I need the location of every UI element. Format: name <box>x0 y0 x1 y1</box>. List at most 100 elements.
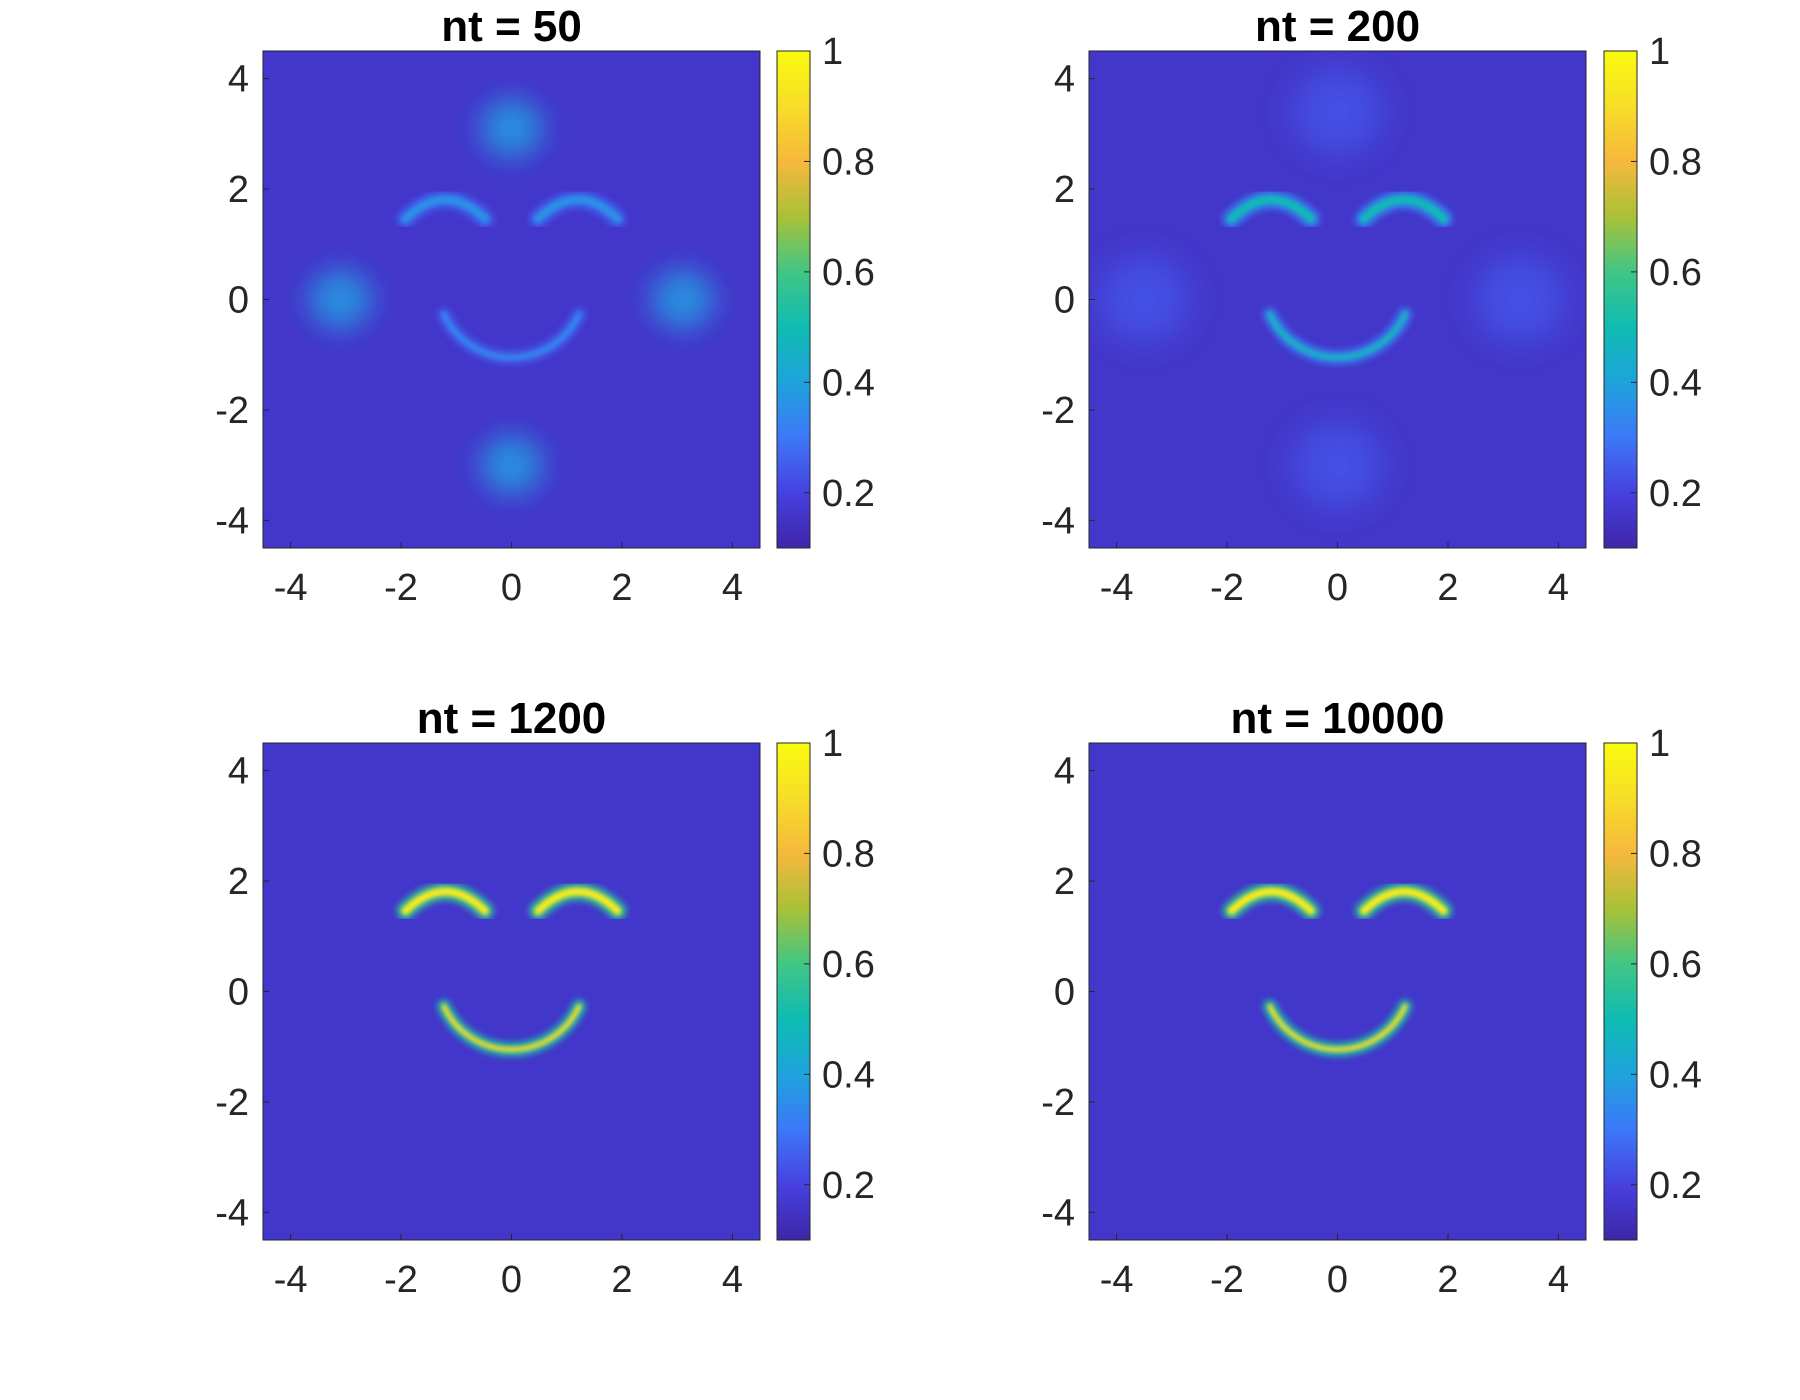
colorbar-tick-label: 0.2 <box>822 1165 875 1207</box>
y-tick-label: -2 <box>215 1082 249 1124</box>
density-blob <box>641 260 725 339</box>
colorbar-tick-label: 1 <box>1649 31 1670 73</box>
subplot-title: nt = 10000 <box>1230 694 1444 743</box>
colorbar-tick-label: 0.6 <box>822 252 875 294</box>
density-blob <box>1276 54 1399 170</box>
density-blob <box>470 88 553 168</box>
colorbar-tick-label: 0.8 <box>822 833 875 875</box>
colorbar-tick-label: 0.4 <box>1649 1054 1702 1096</box>
colorbar-tick-label: 0.6 <box>1649 944 1702 986</box>
smile-arc <box>436 999 587 1057</box>
colorbar-tick-label: 1 <box>1649 723 1670 765</box>
eyebrow-arc <box>1355 190 1453 228</box>
colorbar-gradient <box>776 50 811 549</box>
x-tick-label: 0 <box>501 1259 522 1301</box>
eyebrow-arc <box>396 882 494 920</box>
y-tick-label: 4 <box>228 59 249 101</box>
x-tick-label: 2 <box>611 567 632 609</box>
eyebrow-arc <box>529 190 627 228</box>
colorbar: 1 0.8 0.6 0.4 0.2 <box>776 723 875 1241</box>
density-blob <box>470 425 553 505</box>
x-tick-label: 2 <box>1437 1259 1458 1301</box>
density-blob <box>1276 407 1399 523</box>
y-tick-label: 2 <box>228 169 249 211</box>
x-tick-label: 4 <box>1548 1259 1569 1301</box>
subplot-2: nt = 200 -4 -2 0 2 4 4 2 0 -2 -4 1 0.8 0.6 0.4 0.2 <box>1041 2 1702 609</box>
smile-arc <box>436 307 587 365</box>
y-tick-label: -4 <box>1041 1192 1075 1234</box>
y-tick-label: -4 <box>1041 500 1075 542</box>
colorbar-tick-label: 0.4 <box>822 1054 875 1096</box>
y-tick-label: 0 <box>1054 280 1075 322</box>
y-tick-label: 2 <box>1054 169 1075 211</box>
eyebrow-arc <box>1222 190 1320 228</box>
colorbar-tick-label: 0.6 <box>822 944 875 986</box>
y-tick-label: 2 <box>228 861 249 903</box>
x-tick-label: 4 <box>722 1259 743 1301</box>
y-tick-label: -2 <box>1041 390 1075 432</box>
colorbar-gradient <box>776 742 811 1241</box>
x-tick-label: -2 <box>1210 1259 1244 1301</box>
subplot-1: nt = 50 -4 -2 0 2 4 4 2 0 -2 -4 1 0.8 0.6 0.4 0.2 <box>215 2 875 609</box>
x-tick-label: -2 <box>384 567 418 609</box>
x-tick-label: 4 <box>1548 567 1569 609</box>
x-tick-label: 4 <box>722 567 743 609</box>
heatmap-background <box>1089 743 1586 1240</box>
subplot-4: nt = 10000 -4 -2 0 2 4 4 2 0 -2 -4 1 0.8 0.6 0.4 0.2 <box>1041 694 1702 1301</box>
subplot-title: nt = 200 <box>1255 2 1420 51</box>
x-tick-label: 0 <box>1327 1259 1348 1301</box>
y-tick-label: 4 <box>1054 751 1075 793</box>
x-tick-label: -4 <box>274 1259 308 1301</box>
y-tick-label: 4 <box>228 751 249 793</box>
x-tick-label: 2 <box>1437 567 1458 609</box>
x-tick-label: 0 <box>501 567 522 609</box>
subplot-title: nt = 50 <box>441 2 582 51</box>
eyebrow-arc <box>1222 882 1320 920</box>
colorbar-gradient <box>1603 50 1638 549</box>
colorbar-tick-label: 0.6 <box>1649 252 1702 294</box>
x-tick-label: 0 <box>1327 567 1348 609</box>
colorbar-tick-label: 1 <box>822 723 843 765</box>
y-tick-label: 0 <box>1054 972 1075 1014</box>
eyebrow-arc <box>396 190 494 228</box>
y-tick-label: -4 <box>215 500 249 542</box>
density-blob <box>298 260 382 339</box>
subplot-title: nt = 1200 <box>417 694 607 743</box>
x-tick-label: -4 <box>1100 567 1134 609</box>
x-tick-label: -2 <box>384 1259 418 1301</box>
y-tick-label: 2 <box>1054 861 1075 903</box>
heatmap-background <box>263 743 760 1240</box>
y-tick-label: -4 <box>215 1192 249 1234</box>
colorbar-tick-label: 0.4 <box>1649 362 1702 404</box>
heatmap-features <box>396 882 627 1057</box>
colorbar: 1 0.8 0.6 0.4 0.2 <box>1603 31 1702 549</box>
y-tick-label: -2 <box>1041 1082 1075 1124</box>
eyebrow-arc <box>529 882 627 920</box>
x-tick-label: -4 <box>1100 1259 1134 1301</box>
density-blob <box>1089 241 1205 358</box>
colorbar: 1 0.8 0.6 0.4 0.2 <box>1603 723 1702 1241</box>
eyebrow-arc <box>1355 882 1453 920</box>
colorbar-tick-label: 0.4 <box>822 362 875 404</box>
subplot-3: nt = 1200 -4 -2 0 2 4 4 2 0 -2 -4 1 0.8 0.6 0.4 0.2 <box>215 694 875 1301</box>
heatmap-features <box>1222 882 1453 1057</box>
colorbar: 1 0.8 0.6 0.4 0.2 <box>776 31 875 549</box>
colorbar-tick-label: 0.8 <box>1649 141 1702 183</box>
colorbar-tick-label: 0.2 <box>822 473 875 515</box>
colorbar-tick-label: 0.2 <box>1649 1165 1702 1207</box>
colorbar-tick-label: 0.8 <box>1649 833 1702 875</box>
y-tick-label: -2 <box>215 390 249 432</box>
x-tick-label: 2 <box>611 1259 632 1301</box>
y-tick-label: 4 <box>1054 59 1075 101</box>
smile-arc <box>1262 999 1413 1057</box>
colorbar-tick-label: 0.2 <box>1649 473 1702 515</box>
colorbar-tick-label: 1 <box>822 31 843 73</box>
colorbar-tick-label: 0.8 <box>822 141 875 183</box>
heatmap-features <box>1089 54 1581 523</box>
x-tick-label: -2 <box>1210 567 1244 609</box>
heatmap-features <box>298 88 725 505</box>
colorbar-gradient <box>1603 742 1638 1241</box>
density-blob <box>1458 241 1581 358</box>
y-tick-label: 0 <box>228 972 249 1014</box>
